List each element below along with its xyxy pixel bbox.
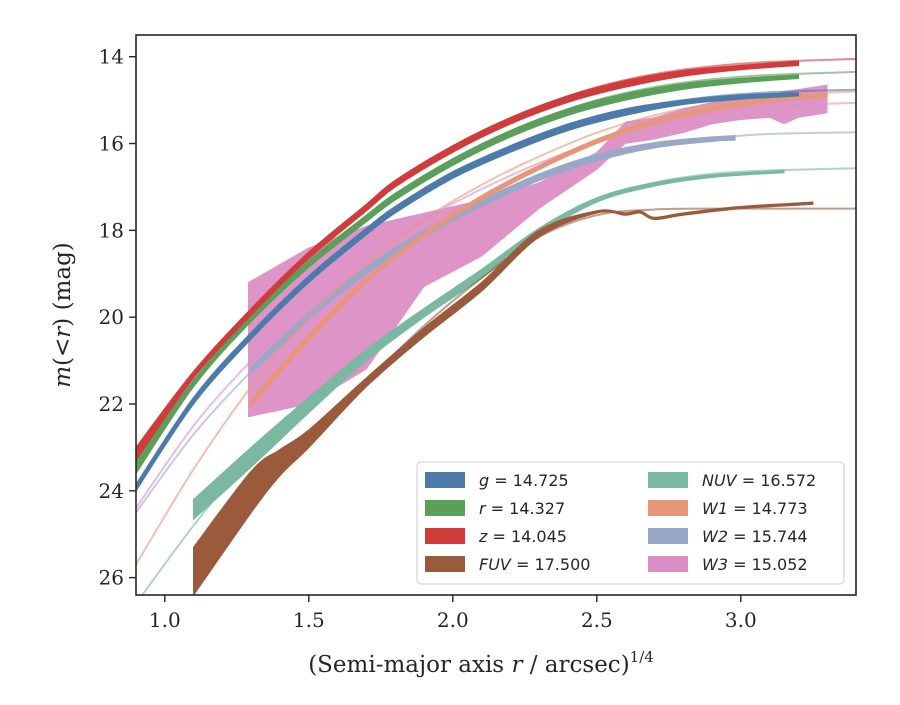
y-tick-label: 22 [99,392,124,416]
series-layer [136,57,856,595]
plot-frame [135,34,857,596]
y-tick-label: 16 [99,132,124,156]
x-tick-label: 2.5 [581,608,613,632]
y-axis-label: m(<r) (mag) [50,242,76,388]
x-axis-ticks: 1.0 1.5 2.0 2.5 3.0 [149,595,757,632]
legend-label: z = 14.045 [478,527,567,546]
y-tick-label: 14 [99,45,124,69]
data-band-g [136,92,799,492]
legend-label: FUV = 17.500 [479,555,590,574]
legend: g = 14.725 r = 14.327 z = 14.045 FUV = 17.5… [416,461,845,585]
legend-item-r: r = 14.327 [425,499,565,518]
series-g [136,88,856,492]
legend-label: W2 = 15.744 [702,527,808,546]
legend-swatch [648,528,688,544]
legend-frame [416,461,845,585]
legend-item-fuv: FUV = 17.500 [425,555,590,574]
legend-label: g = 14.725 [479,471,569,490]
y-tick-label: 20 [99,305,124,329]
legend-swatch [425,528,465,544]
data-band-z [136,60,799,462]
x-axis-label: (Semi-major axis r / arcsec)1/4 [308,648,654,678]
y-tick-label: 26 [99,566,124,590]
x-tick-label: 1.5 [293,608,325,632]
model-curve-w1 [136,90,856,566]
series-z [136,57,856,462]
legend-label: NUV = 16.572 [702,471,816,490]
legend-item-z: z = 14.045 [425,527,567,546]
data-band-r [136,74,799,475]
y-axis-ticks: 14 16 18 20 22 24 26 [99,45,136,590]
legend-item-nuv: NUV = 16.572 [648,471,816,490]
legend-swatch [425,472,465,488]
x-tick-label: 1.0 [149,608,181,632]
series-nuv [141,167,856,595]
legend-swatch [425,556,465,572]
data-band-fuv [193,201,814,595]
legend-swatch [648,556,688,572]
series-w1 [136,90,856,566]
legend-label: r = 14.327 [479,499,565,518]
legend-item-w1: W1 = 14.773 [648,499,808,518]
legend-label: W3 = 15.052 [702,555,808,574]
series-fuv [192,201,856,595]
data-band-nuv [193,169,785,521]
legend-label: W1 = 14.773 [702,499,808,518]
data-band-w1 [250,92,828,408]
legend-item-w3: W3 = 15.052 [648,555,808,574]
x-tick-label: 3.0 [725,608,757,632]
series-r [136,70,856,475]
y-tick-label: 24 [99,479,124,503]
legend-swatch [425,500,465,516]
legend-swatch [648,472,688,488]
legend-item-g: g = 14.725 [425,471,569,490]
legend-item-w2: W2 = 15.744 [648,527,808,546]
legend-swatch [648,500,688,516]
y-tick-label: 18 [99,218,124,242]
x-tick-label: 2.0 [437,608,469,632]
